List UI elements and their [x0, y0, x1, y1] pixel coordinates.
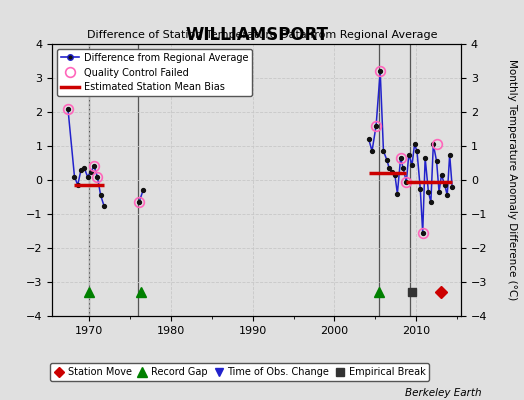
Title: WILLIAMSPORT: WILLIAMSPORT — [185, 26, 328, 44]
Legend: Difference from Regional Average, Quality Control Failed, Estimated Station Mean: Difference from Regional Average, Qualit… — [57, 49, 252, 96]
Legend: Station Move, Record Gap, Time of Obs. Change, Empirical Break: Station Move, Record Gap, Time of Obs. C… — [50, 363, 429, 381]
Y-axis label: Monthly Temperature Anomaly Difference (°C): Monthly Temperature Anomaly Difference (… — [507, 59, 517, 301]
Text: Difference of Station Temperature Data from Regional Average: Difference of Station Temperature Data f… — [87, 30, 437, 40]
Text: Berkeley Earth: Berkeley Earth — [406, 388, 482, 398]
